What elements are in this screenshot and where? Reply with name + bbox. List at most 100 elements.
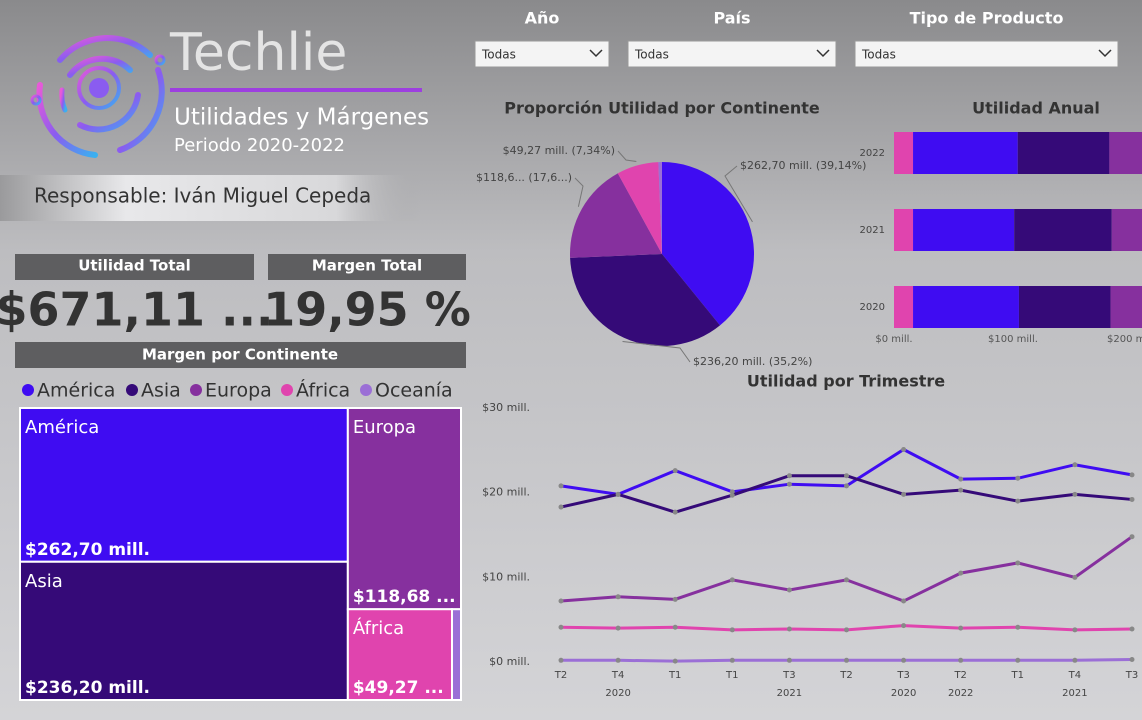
chart-title: Utilidad por Trimestre [747, 372, 945, 391]
legend-marker [22, 384, 34, 396]
line-point [786, 587, 792, 593]
bar-segment [913, 209, 1015, 251]
line-point [844, 473, 849, 479]
line-point [786, 481, 792, 487]
line-point [1129, 496, 1135, 502]
pie-value-label: $118,6... (17,6...) [476, 171, 572, 184]
responsible: Responsable: Iván Miguel Cepeda [34, 184, 371, 208]
filter-dropdown[interactable] [474, 40, 610, 68]
pie-slice [662, 162, 754, 326]
line-point [844, 483, 849, 489]
line-point [901, 657, 907, 663]
bar-segment [1109, 132, 1142, 174]
chart-title: Margen por Continente [142, 346, 338, 364]
filter-dropdown[interactable] [627, 40, 837, 68]
x-group-label: 2021 [777, 688, 802, 699]
x-tick-label: T4 [611, 670, 624, 681]
legend-marker [190, 384, 202, 396]
kpi-label: Margen Total [312, 257, 422, 275]
line-point [1072, 462, 1078, 468]
filter-label: Año [525, 9, 560, 28]
x-group-label: 2020 [891, 688, 916, 699]
filter-value: Todas [861, 48, 896, 62]
line-point [1072, 657, 1078, 663]
bar-segment [894, 209, 914, 251]
treemap-cell [19, 560, 349, 701]
bar-segment [894, 286, 914, 328]
line-point [1129, 656, 1135, 662]
line-point [615, 594, 621, 600]
legend-marker [126, 384, 138, 396]
line-point [1072, 574, 1078, 580]
line-point [558, 657, 564, 663]
period: Periodo 2020-2022 [174, 135, 345, 156]
x-group-label: 2021 [1062, 688, 1087, 699]
line-point [1072, 491, 1078, 497]
logo [30, 35, 166, 158]
y-tick-label: $30 mill. [482, 401, 530, 414]
line-point [1015, 498, 1021, 504]
x-tick-label: T1 [668, 670, 681, 681]
line-point [844, 577, 849, 583]
line-series [560, 535, 1133, 603]
filter-dropdown[interactable] [854, 40, 1119, 68]
treemap-value-label: $236,20 mill. [25, 678, 150, 698]
treemap-category: América [25, 417, 99, 438]
pie-value-label: $236,20 mill. (35,2%) [693, 355, 812, 368]
x-tick-label: T3 [896, 670, 909, 681]
pie-slice [617, 162, 662, 254]
pie-value-label: $49,27 mill. (7,34%) [503, 144, 615, 157]
leader-line [574, 177, 584, 207]
dashboard-title: Utilidades y Márgenes [174, 105, 429, 131]
treemap-cell [346, 608, 453, 702]
legend-marker [281, 384, 293, 396]
y-tick-label: $10 mill. [482, 570, 530, 583]
treemap-cell [450, 608, 462, 702]
line-point [1129, 472, 1135, 478]
line-point [1129, 626, 1135, 632]
legend-label: África [296, 379, 350, 402]
bar-segment [1111, 209, 1142, 251]
x-tick-label: T2 [953, 670, 966, 681]
line-point [729, 657, 735, 663]
y-tick-label: 2020 [860, 302, 885, 313]
kpi-label: Utilidad Total [78, 257, 191, 275]
bar-segment [1017, 132, 1110, 174]
line-point [729, 627, 735, 633]
filter-label: Tipo de Producto [910, 9, 1064, 28]
x-tick-label: T2 [839, 670, 852, 681]
line-point [615, 625, 621, 631]
line-point [672, 596, 678, 602]
line-point [844, 627, 849, 633]
bar-segment [1014, 209, 1112, 251]
x-tick-label: T1 [725, 670, 738, 681]
line-point [672, 624, 678, 630]
x-tick-label: T3 [782, 670, 795, 681]
legend-marker [360, 384, 372, 396]
line-point [958, 657, 964, 663]
leader-line [617, 150, 637, 162]
x-tick-label: T4 [1068, 670, 1081, 681]
line-point [672, 509, 678, 515]
bar-segment [913, 286, 1019, 328]
line-point [786, 473, 792, 479]
treemap-value-label: $118,68 ... [353, 587, 456, 607]
line-point [958, 476, 964, 482]
kpi-header [268, 254, 466, 280]
line-point [1072, 627, 1078, 633]
kpi-value: 19,95 % [263, 283, 471, 337]
treemap-category: Europa [353, 417, 416, 438]
kpi-header [15, 254, 254, 280]
line-point [1015, 560, 1021, 566]
legend-label: Europa [205, 380, 272, 402]
dropdown-arrow [589, 49, 603, 58]
chart-title-band [15, 342, 466, 368]
treemap-cell [346, 407, 462, 611]
line-point [558, 504, 564, 510]
pie-value-label: $262,70 mill. (39,14%) [740, 159, 866, 172]
x-tick-label: T1 [1011, 670, 1024, 681]
x-group-label: 2020 [605, 688, 630, 699]
